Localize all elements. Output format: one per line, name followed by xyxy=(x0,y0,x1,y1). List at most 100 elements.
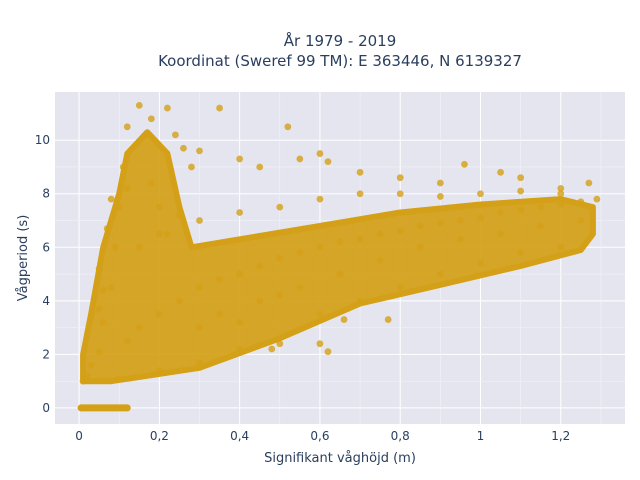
data-point xyxy=(336,238,344,246)
data-point xyxy=(115,404,123,412)
data-point xyxy=(135,101,143,109)
data-point xyxy=(180,144,187,152)
data-point xyxy=(268,345,276,353)
data-point xyxy=(324,348,332,356)
data-point xyxy=(557,243,565,251)
data-point xyxy=(593,195,601,203)
data-point xyxy=(577,198,585,206)
data-point xyxy=(115,375,123,382)
y-tick-label: 8 xyxy=(42,187,50,201)
data-point xyxy=(155,230,163,238)
data-point xyxy=(236,318,244,326)
data-point xyxy=(436,219,444,227)
data-point xyxy=(396,190,404,198)
data-point xyxy=(77,404,85,412)
data-point xyxy=(216,104,223,112)
data-point xyxy=(356,190,364,198)
data-point xyxy=(147,179,155,187)
data-point xyxy=(296,249,304,257)
x-tick-label: 0,2 xyxy=(150,429,169,443)
data-point xyxy=(376,230,384,238)
data-point xyxy=(111,243,119,251)
data-point xyxy=(188,163,195,171)
data-point xyxy=(457,235,464,243)
x-tick-label: 0,8 xyxy=(391,429,410,443)
data-point xyxy=(107,284,115,291)
data-point xyxy=(316,310,324,318)
data-point xyxy=(196,284,203,291)
data-point xyxy=(99,318,107,326)
data-point xyxy=(396,284,404,291)
x-axis-title: Signifikant våghöjd (m) xyxy=(264,451,416,466)
chart-title-line2: Koordinat (Sweref 99 TM): E 363446, N 61… xyxy=(158,52,522,70)
data-point xyxy=(284,123,292,131)
data-point xyxy=(457,217,464,224)
data-point xyxy=(236,155,244,163)
data-point xyxy=(236,270,244,278)
data-point xyxy=(236,209,244,216)
data-point xyxy=(95,348,103,356)
data-point xyxy=(155,310,163,318)
data-point xyxy=(216,276,223,283)
data-point xyxy=(436,193,444,200)
data-point xyxy=(356,168,364,176)
data-point xyxy=(79,377,87,385)
x-tick-label: 1,2 xyxy=(551,429,570,443)
data-point xyxy=(172,131,179,139)
data-point xyxy=(155,203,163,211)
data-point xyxy=(296,284,304,291)
data-point xyxy=(340,316,348,323)
data-point xyxy=(316,195,324,203)
data-point xyxy=(155,367,163,374)
data-point xyxy=(557,201,565,208)
data-point xyxy=(436,179,444,187)
y-tick-label: 0 xyxy=(42,401,50,415)
data-point xyxy=(537,222,545,230)
data-point xyxy=(83,372,91,380)
data-point xyxy=(585,179,593,187)
data-point xyxy=(107,404,115,412)
data-point xyxy=(196,147,203,155)
y-tick-label: 2 xyxy=(42,347,50,361)
data-point xyxy=(99,404,107,412)
data-point xyxy=(316,150,324,157)
data-point xyxy=(119,163,127,171)
data-point xyxy=(296,155,304,163)
data-point xyxy=(176,211,183,219)
data-point xyxy=(416,243,424,251)
data-point xyxy=(324,158,332,166)
data-point xyxy=(577,217,585,224)
data-point xyxy=(477,214,484,222)
data-point xyxy=(517,187,525,195)
data-point xyxy=(87,361,95,369)
data-point xyxy=(103,225,111,232)
data-point xyxy=(135,243,143,251)
data-point xyxy=(99,286,107,294)
data-point xyxy=(396,227,404,235)
data-point xyxy=(95,305,103,313)
x-tick-label: 0,4 xyxy=(230,429,249,443)
data-point xyxy=(176,297,183,305)
data-point xyxy=(276,340,284,348)
data-point xyxy=(316,340,324,348)
data-point xyxy=(115,203,123,211)
data-point xyxy=(517,206,525,214)
data-point xyxy=(384,316,392,323)
x-tick-labels: 0 0,2 0,4 0,6 0,8 1 1,2 xyxy=(75,429,570,443)
data-point xyxy=(416,222,424,230)
y-tick-labels: 0 2 4 6 8 10 xyxy=(35,133,50,415)
data-point xyxy=(436,270,444,278)
data-point xyxy=(336,270,344,278)
data-point xyxy=(497,230,504,238)
data-point xyxy=(276,292,284,299)
data-point xyxy=(477,259,484,267)
data-point xyxy=(517,249,525,257)
data-point xyxy=(461,160,468,168)
data-point xyxy=(497,168,504,176)
data-point xyxy=(356,297,364,305)
data-point xyxy=(163,230,171,238)
x-tick-label: 1 xyxy=(477,429,485,443)
y-tick-label: 10 xyxy=(35,133,50,147)
data-point xyxy=(256,262,264,270)
